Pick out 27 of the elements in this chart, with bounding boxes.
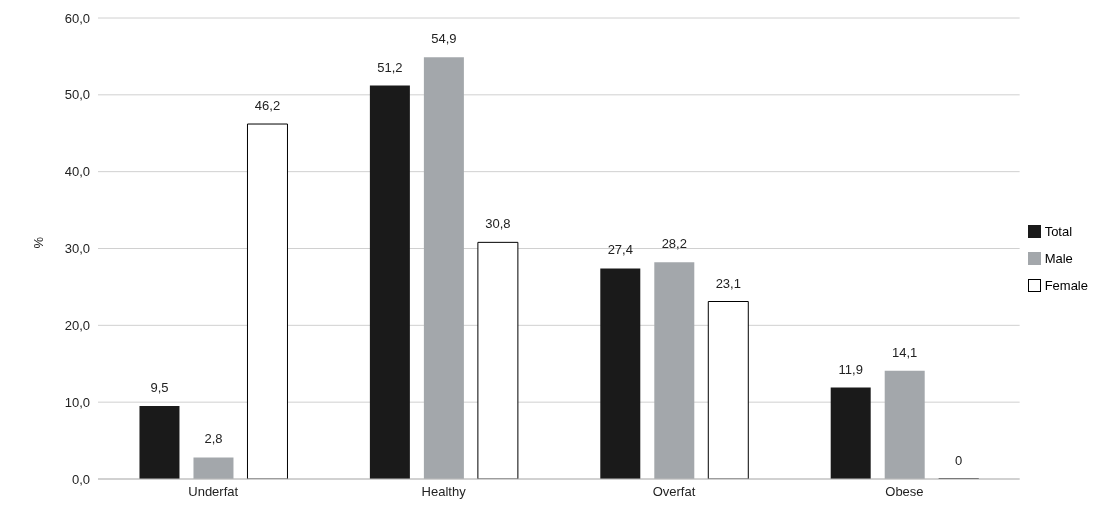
legend-label: Total xyxy=(1044,223,1073,239)
y-tick-label: 20,0 xyxy=(64,317,90,333)
data-label: 54,9 xyxy=(431,31,457,47)
data-label: 51,2 xyxy=(377,59,403,75)
y-tick-label: 60,0 xyxy=(64,10,90,26)
data-label: 27,4 xyxy=(607,242,633,258)
y-axis-title: % xyxy=(30,236,46,249)
legend-label: Male xyxy=(1044,250,1073,266)
y-tick-label: 30,0 xyxy=(64,241,90,257)
x-tick-label: Overfat xyxy=(652,484,696,500)
legend-label: Female xyxy=(1044,277,1088,293)
y-tick-label: 40,0 xyxy=(64,164,90,180)
data-label: 28,2 xyxy=(661,236,687,252)
y-tick-label: 0,0 xyxy=(71,471,90,487)
y-tick-label: 50,0 xyxy=(64,87,90,103)
data-label: 14,1 xyxy=(892,344,918,360)
data-label: 30,8 xyxy=(485,216,511,232)
x-tick-label: Healthy xyxy=(421,484,467,500)
data-label: 46,2 xyxy=(254,98,281,114)
y-tick-label: 10,0 xyxy=(64,394,90,410)
data-label: 23,1 xyxy=(715,275,741,291)
data-label: 9,5 xyxy=(150,380,169,396)
x-tick-label: Obese xyxy=(885,484,924,500)
data-label: 11,9 xyxy=(838,361,863,377)
data-label: 0 xyxy=(955,452,963,468)
x-tick-label: Underfat xyxy=(188,484,239,500)
data-label: 2,8 xyxy=(204,431,223,447)
